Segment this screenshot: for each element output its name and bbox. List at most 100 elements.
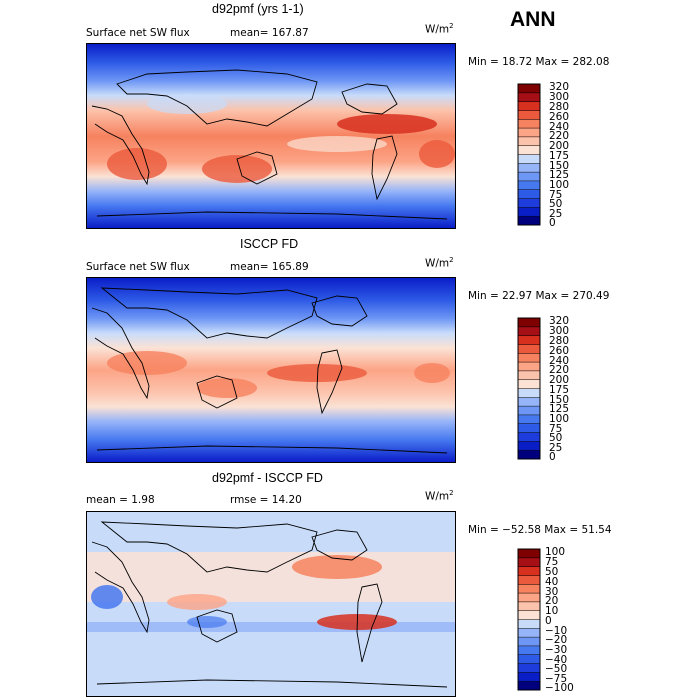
colorbar-tick-label: 220 <box>549 364 570 376</box>
panel-3-map-svg <box>87 512 455 696</box>
colorbar-border <box>517 548 541 691</box>
colorbar-tick-label: 240 <box>549 121 570 133</box>
colorbar-tick-label: 260 <box>549 345 570 357</box>
colorbar-swatch <box>518 645 540 656</box>
colorbar-swatch <box>518 379 540 389</box>
panel-1-title: d92pmf (yrs 1-1) <box>212 2 304 16</box>
colorbar-swatch <box>518 584 540 594</box>
colorbar-tick-label: 220 <box>549 130 570 142</box>
colorbar-swatch <box>518 414 540 425</box>
panel-2-mean: mean= 165.89 <box>230 261 309 273</box>
panel-3-map <box>86 511 456 697</box>
season-label: ANN <box>510 8 556 31</box>
colorbar-swatch <box>518 575 540 585</box>
panel-1-colorbar <box>517 83 541 226</box>
colorbar-swatch <box>518 180 540 191</box>
colorbar-tick-label: −30 <box>545 644 568 656</box>
colorbar-tick-label: −75 <box>545 673 568 685</box>
colorbar-swatch <box>518 593 540 603</box>
panel-1-colorbar-svg <box>517 83 541 226</box>
colorbar-swatch <box>518 432 540 442</box>
colorbar-tick-label: 300 <box>549 91 570 103</box>
panel-3-colorbar <box>517 548 541 691</box>
colorbar-tick-label: 125 <box>549 169 570 181</box>
colorbar-tick-label: 280 <box>549 101 570 113</box>
colorbar-tick-label: 320 <box>549 315 570 327</box>
panel-1-field-label: Surface net SW flux <box>86 27 190 39</box>
panel-2-map-svg <box>87 278 455 462</box>
colorbar-tick-label: 175 <box>549 384 570 396</box>
colorbar-swatch <box>518 450 540 460</box>
colorbar-swatch <box>518 92 540 103</box>
colorbar-tick-label: 150 <box>549 394 570 406</box>
colorbar-swatch <box>518 610 540 620</box>
colorbar-swatch <box>518 362 540 372</box>
panel-1-units: W/m2 <box>425 22 454 36</box>
panel-3-units: W/m2 <box>425 489 454 503</box>
colorbar-tick-label: 10 <box>545 605 559 617</box>
colorbar-tick-label: 300 <box>549 325 570 337</box>
colorbar-tick-label: 75 <box>545 556 559 568</box>
panel-2-units: W/m2 <box>425 256 454 270</box>
colorbar-swatch <box>518 172 540 182</box>
colorbar-tick-label: 20 <box>545 595 559 607</box>
panel-3-minmax: Min = −52.58 Max = 51.54 <box>468 524 612 536</box>
colorbar-tick-label: 50 <box>549 432 563 444</box>
colorbar-tick-label: 50 <box>545 566 559 578</box>
colorbar-tick-label: −20 <box>545 634 568 646</box>
colorbar-swatch <box>518 557 540 568</box>
colorbar-swatch <box>518 681 540 691</box>
colorbar-swatch <box>518 136 540 147</box>
panel-3-colorbar-svg <box>517 548 541 691</box>
colorbar-swatch <box>518 370 540 381</box>
colorbar-swatch <box>518 549 540 559</box>
colorbar-tick-label: 25 <box>549 442 563 454</box>
colorbar-swatch <box>518 198 540 208</box>
colorbar-swatch <box>518 663 540 673</box>
colorbar-swatch <box>518 441 540 451</box>
colorbar-tick-label: 75 <box>549 189 563 201</box>
colorbar-swatch <box>518 101 540 111</box>
colorbar-tick-label: −10 <box>545 625 568 637</box>
panel-2-title: ISCCP FD <box>240 237 299 251</box>
colorbar-border <box>517 317 541 460</box>
colorbar-swatch <box>518 154 540 164</box>
colorbar-swatch <box>518 110 540 120</box>
colorbar-swatch <box>518 163 540 173</box>
colorbar-swatch <box>518 406 540 416</box>
panel-3-mean: mean = 1.98 <box>86 494 155 506</box>
colorbar-swatch <box>518 388 540 398</box>
panel-2-colorbar-svg <box>517 317 541 460</box>
colorbar-swatch <box>518 84 540 94</box>
colorbar-swatch <box>518 423 540 433</box>
panel-1-mean: mean= 167.87 <box>230 27 309 39</box>
colorbar-tick-label: 30 <box>545 586 559 598</box>
colorbar-swatch <box>518 344 540 354</box>
colorbar-tick-label: 100 <box>549 413 570 425</box>
colorbar-tick-label: 260 <box>549 111 570 123</box>
colorbar-tick-label: 280 <box>549 335 570 347</box>
colorbar-swatch <box>518 335 540 345</box>
colorbar-swatch <box>518 566 540 576</box>
panel-3-rmse: rmse = 14.20 <box>230 494 302 506</box>
colorbar-tick-label: 200 <box>549 140 570 152</box>
colorbar-tick-label: 75 <box>549 423 563 435</box>
colorbar-swatch <box>518 318 540 328</box>
colorbar-tick-label: 175 <box>549 150 570 162</box>
panel-2-colorbar <box>517 317 541 460</box>
colorbar-tick-label: 320 <box>549 81 570 93</box>
panel-2-map <box>86 277 456 463</box>
colorbar-swatch <box>518 119 540 129</box>
colorbar-tick-label: 240 <box>549 355 570 367</box>
panel-2-field-label: Surface net SW flux <box>86 261 190 273</box>
colorbar-swatch <box>518 672 540 682</box>
colorbar-swatch <box>518 601 540 612</box>
colorbar-swatch <box>518 128 540 138</box>
colorbar-tick-label: 50 <box>549 198 563 210</box>
colorbar-tick-label: 0 <box>549 217 556 229</box>
colorbar-swatch <box>518 145 540 155</box>
colorbar-swatch <box>518 216 540 226</box>
colorbar-swatch <box>518 637 540 647</box>
colorbar-swatch <box>518 628 540 638</box>
panel-1-map <box>86 43 456 229</box>
